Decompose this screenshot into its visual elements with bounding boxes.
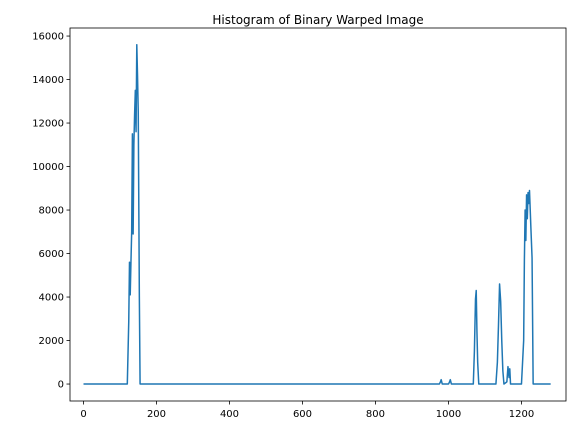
x-tick-label: 0 [80,409,86,420]
y-tick-label: 16000 [32,32,64,43]
y-tick-label: 14000 [32,75,64,86]
series-line-0 [83,44,551,385]
chart-title: Histogram of Binary Warped Image [212,13,423,27]
y-tick-label: 0 [58,380,64,391]
x-tick-label: 200 [147,409,166,420]
x-tick-label: 800 [366,409,385,420]
plot-frame [69,27,567,402]
y-tick-label: 12000 [32,119,64,130]
y-tick-label: 6000 [39,249,64,260]
x-tick-label: 1000 [436,409,461,420]
x-tick-label: 400 [220,409,239,420]
x-tick-label: 1200 [509,409,534,420]
y-tick-label: 10000 [32,162,64,173]
y-tick-label: 4000 [39,293,64,304]
y-axis: 0 2000 4000 6000 8000 10000 12000 14000 16000 [32,32,70,391]
x-tick-label: 600 [293,409,312,420]
line-layer [83,44,551,385]
y-tick-label: 8000 [39,206,64,217]
y-tick-label: 2000 [39,336,64,347]
x-axis: 0 200 400 600 800 1000 1200 [80,401,534,420]
